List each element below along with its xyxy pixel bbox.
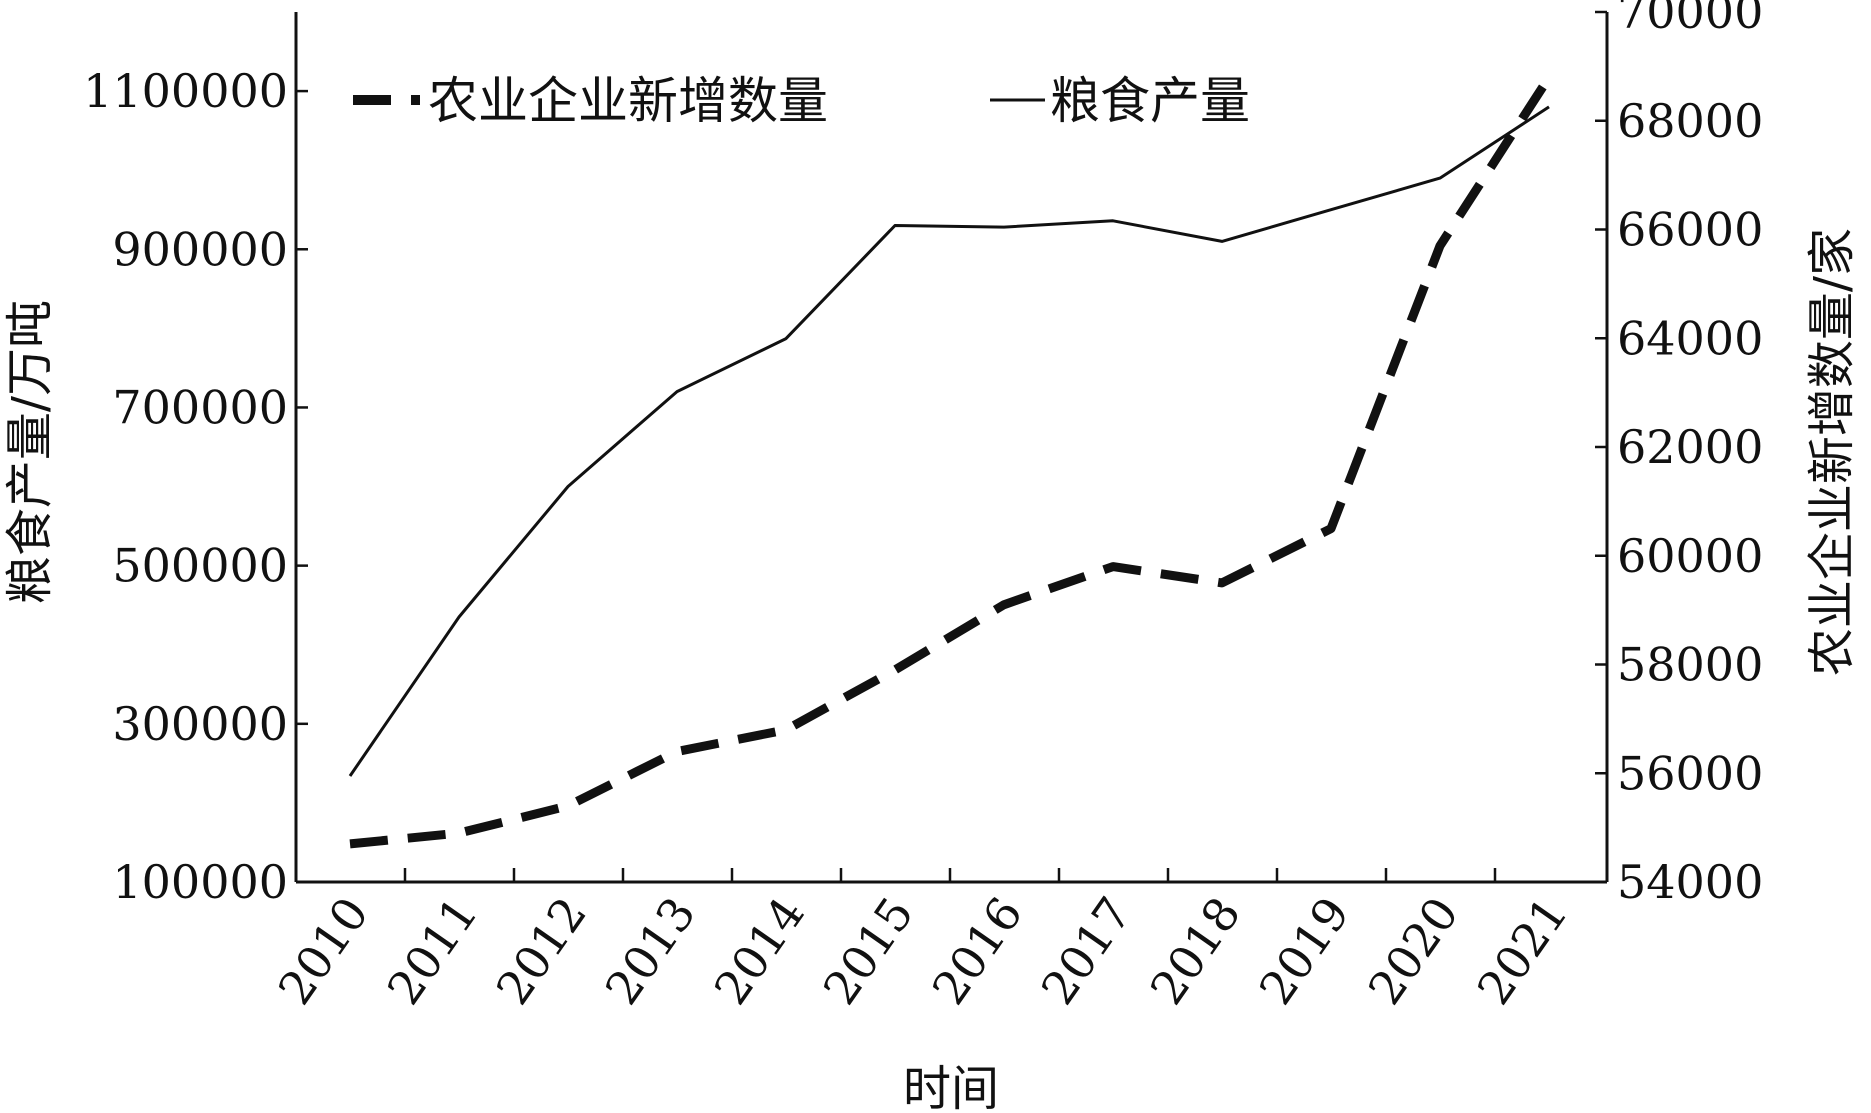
left-tick-label: 700000 xyxy=(112,380,288,434)
right-tick-label: 66000 xyxy=(1617,203,1763,257)
right-axis-ticks: 54000 56000 58000 60000 62000 64000 66000 68000… xyxy=(1595,0,1763,909)
x-tick-label: 2014 xyxy=(704,887,815,1014)
right-tick-label: 64000 xyxy=(1617,311,1763,365)
left-tick-label: 100000 xyxy=(112,855,288,909)
series-layer xyxy=(348,74,1553,849)
right-tick-label: 58000 xyxy=(1617,638,1763,692)
right-tick-label: 60000 xyxy=(1617,529,1763,583)
legend-label-grain: 粮食产量 xyxy=(1050,72,1250,130)
series-line-enterprises xyxy=(349,74,1553,849)
left-tick-label: 300000 xyxy=(112,697,288,751)
x-tick-label: 2020 xyxy=(1358,887,1469,1014)
right-tick-label: 70000 xyxy=(1617,0,1763,39)
x-tick-label: 2011 xyxy=(377,887,488,1014)
right-tick-label: 68000 xyxy=(1617,94,1763,148)
left-tick-label: 900000 xyxy=(112,222,288,276)
legend-label-enterprises: 农业企业新增数量 xyxy=(428,72,828,130)
plot-frame xyxy=(294,12,1609,884)
left-tick-label: 500000 xyxy=(112,539,288,593)
x-tick-label: 2015 xyxy=(813,887,924,1014)
right-tick-label: 56000 xyxy=(1617,746,1763,800)
x-axis-title: 时间 xyxy=(903,1061,999,1113)
right-axis-title: 农业企业新增数量/家 xyxy=(1804,228,1860,676)
x-tick-label: 2019 xyxy=(1249,887,1360,1014)
x-tick-label: 2021 xyxy=(1467,887,1578,1014)
x-tick-label: 2016 xyxy=(922,887,1033,1014)
series-line-grain xyxy=(348,105,1550,777)
x-tick-label: 2013 xyxy=(595,887,706,1014)
right-tick-label: 54000 xyxy=(1617,855,1763,909)
right-tick-label: 62000 xyxy=(1617,420,1763,474)
left-tick-label: 1100000 xyxy=(83,64,288,118)
left-axis-ticks: 100000 300000 500000 700000 900000 1100000 xyxy=(83,64,308,909)
x-tick-label: 2017 xyxy=(1031,887,1142,1014)
x-tick-label: 2012 xyxy=(486,887,597,1014)
x-tick-label: 2018 xyxy=(1140,887,1251,1014)
legend: 农业企业新增数量 粮食产量 xyxy=(353,72,1250,130)
x-axis-ticks: 2010201120122013201420152016201720182019… xyxy=(268,868,1578,1014)
left-axis-title: 粮食产量/万吨 xyxy=(2,300,58,604)
